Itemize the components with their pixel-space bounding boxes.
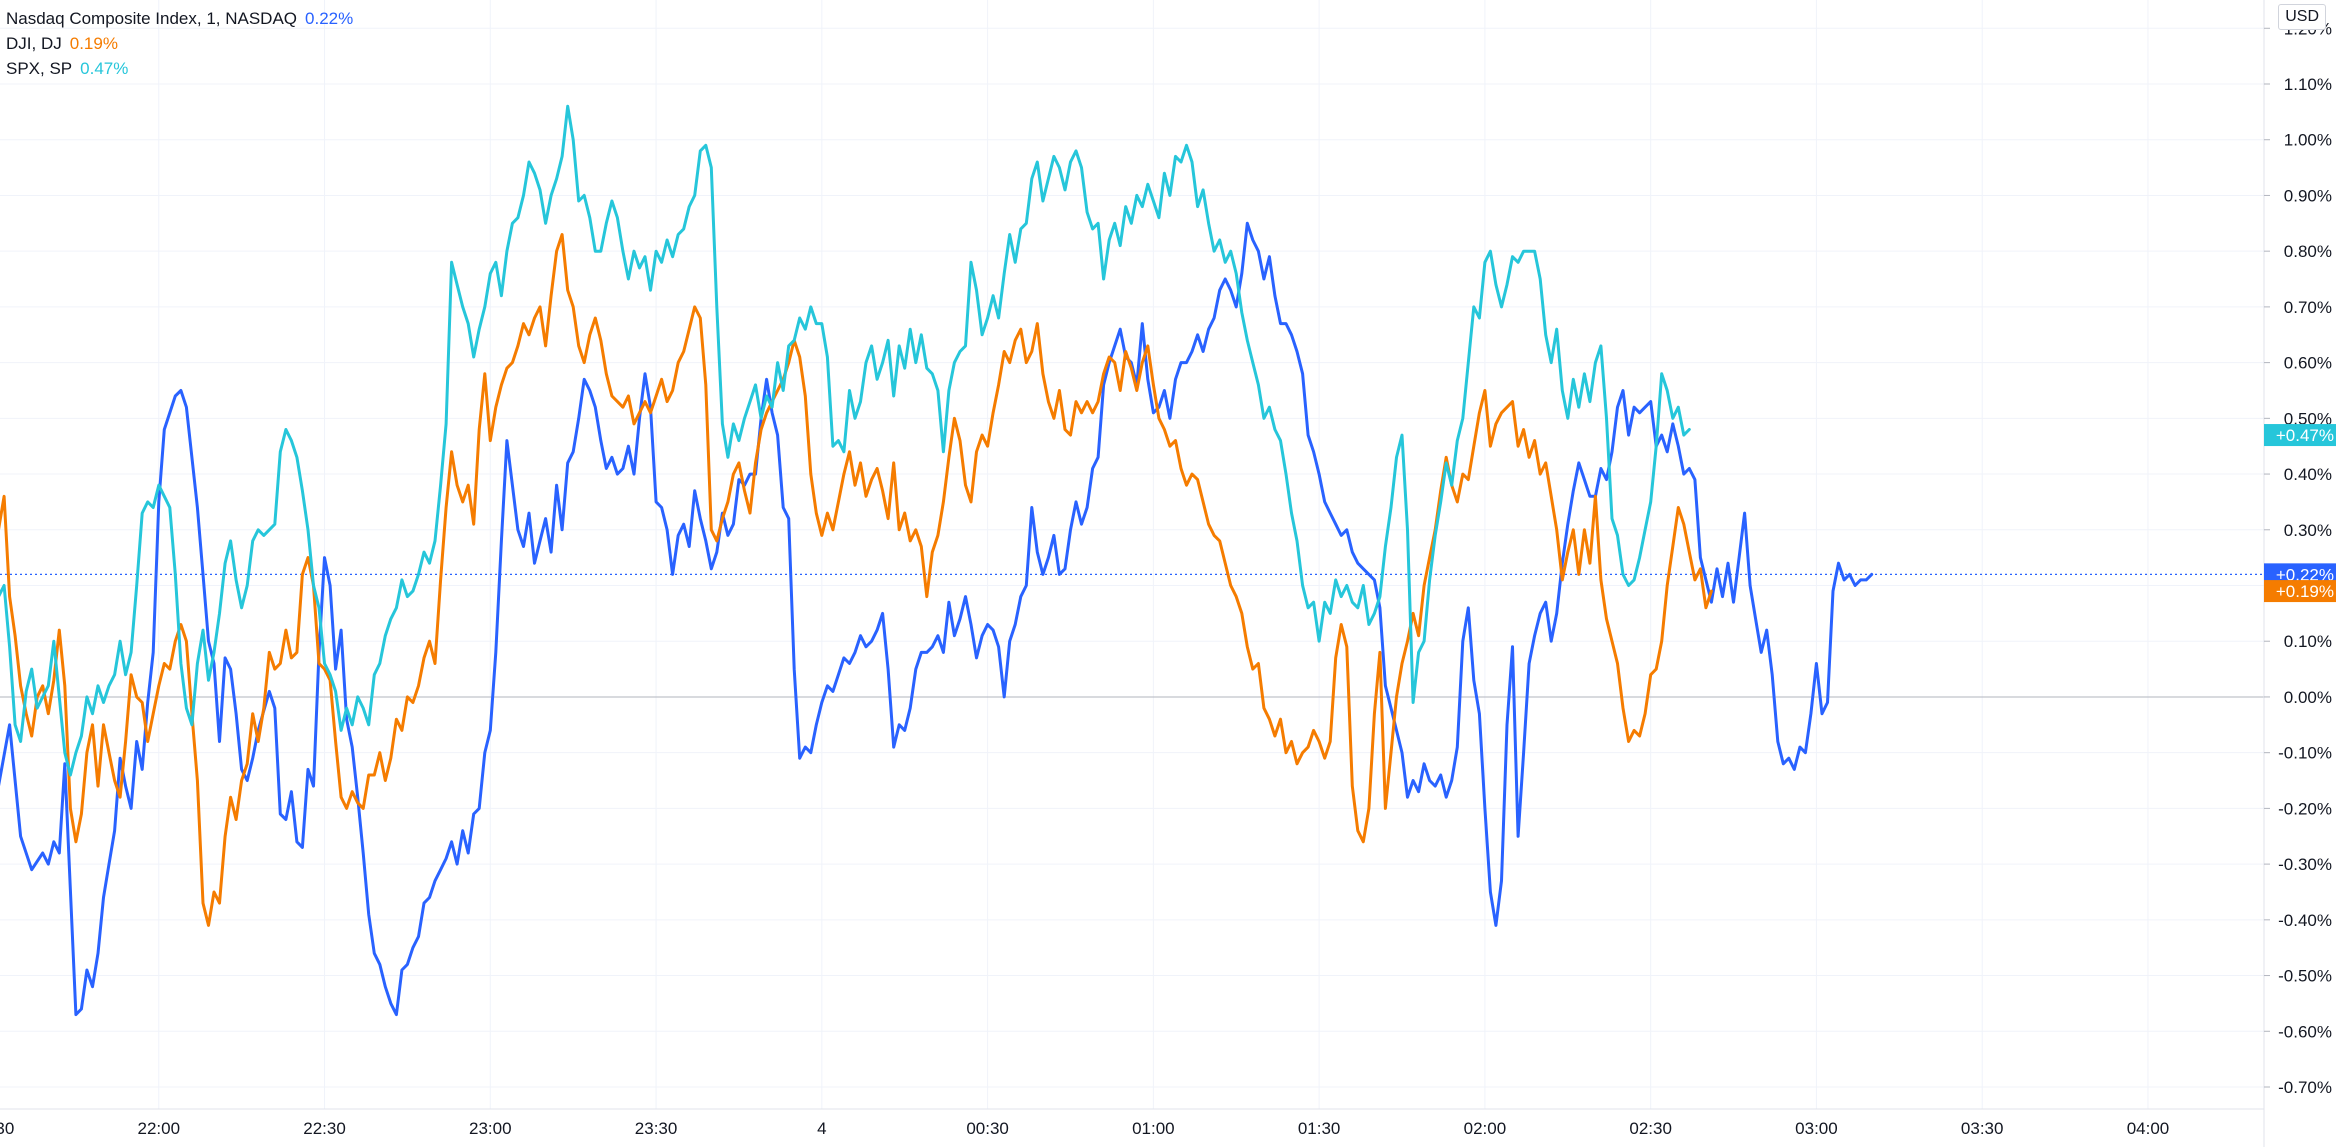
y-tick-label: -0.70% <box>2278 1078 2332 1097</box>
last-value-badge: +0.47% <box>2264 424 2336 447</box>
y-tick-label: -0.10% <box>2278 744 2332 763</box>
x-tick-label: 02:00 <box>1464 1119 1507 1138</box>
y-tick-label: 0.30% <box>2284 521 2332 540</box>
series-line-0[interactable] <box>0 221 1874 1017</box>
y-tick-label: -0.60% <box>2278 1022 2332 1041</box>
x-tick-label: 03:00 <box>1795 1119 1838 1138</box>
last-value-text: +0.22% <box>2276 565 2334 584</box>
y-tick-label: -0.50% <box>2278 967 2332 986</box>
legend-label: Nasdaq Composite Index, 1, NASDAQ <box>6 9 298 28</box>
series-line-1[interactable] <box>0 233 1713 927</box>
legend-item-dji[interactable]: DJI, DJ 0.19% <box>6 31 353 56</box>
last-value-badge-bg <box>2264 580 2336 603</box>
legend-item-nasdaq[interactable]: Nasdaq Composite Index, 1, NASDAQ 0.22% <box>6 6 353 31</box>
y-tick-label: 1.10% <box>2284 75 2332 94</box>
currency-selector[interactable]: USD <box>2278 4 2326 30</box>
y-tick-label: -0.20% <box>2278 799 2332 818</box>
x-tick-label: 01:30 <box>1298 1119 1341 1138</box>
last-value-text: +0.47% <box>2276 426 2334 445</box>
x-tick-label: 23:30 <box>635 1119 678 1138</box>
y-tick-label: 1.00% <box>2284 131 2332 150</box>
y-tick-label: 0.10% <box>2284 632 2332 651</box>
x-tick-label: 22:00 <box>137 1119 180 1138</box>
y-tick-label: 0.60% <box>2284 354 2332 373</box>
x-tick-label: 23:00 <box>469 1119 512 1138</box>
x-tick-label: 02:30 <box>1629 1119 1672 1138</box>
last-value-text: +0.19% <box>2276 582 2334 601</box>
series-lines[interactable] <box>0 104 1874 1017</box>
legend-value: 0.22% <box>305 9 354 28</box>
x-tick-label: 21:30 <box>0 1119 14 1138</box>
x-tick-label: 00:30 <box>966 1119 1009 1138</box>
x-tick-label: 03:30 <box>1961 1119 2004 1138</box>
x-tick-label: 01:00 <box>1132 1119 1175 1138</box>
last-value-labels: +0.47% +0.22%+0.19% <box>2264 424 2336 603</box>
legend-value: 0.47% <box>80 59 129 78</box>
series-legend[interactable]: Nasdaq Composite Index, 1, NASDAQ 0.22% D… <box>6 6 353 81</box>
y-tick-label: 0.50% <box>2284 409 2332 428</box>
legend-label: SPX, SP <box>6 59 73 78</box>
x-tick-label: 22:30 <box>303 1119 346 1138</box>
x-tick-label: 04:00 <box>2127 1119 2170 1138</box>
legend-item-spx[interactable]: SPX, SP 0.47% <box>6 56 353 81</box>
last-value-badge-bg <box>2264 424 2336 447</box>
legend-label: DJI, DJ <box>6 34 62 53</box>
last-value-badge: +0.22% <box>2264 563 2336 586</box>
last-value-badge: +0.19% <box>2264 580 2336 603</box>
reference-lines <box>0 573 2264 698</box>
x-tick-label: 4 <box>817 1119 826 1138</box>
y-tick-label: 0.80% <box>2284 242 2332 261</box>
y-tick-label: 0.00% <box>2284 688 2332 707</box>
y-tick-label: 0.70% <box>2284 298 2332 317</box>
y-tick-label: 0.40% <box>2284 465 2332 484</box>
y-tick-label: -0.30% <box>2278 855 2332 874</box>
y-tick-label: -0.40% <box>2278 911 2332 930</box>
time-axis[interactable]: 21:30 22:00 22:30 23:00 23:30 4 00:30 01:00 01:3… <box>0 1119 2169 1138</box>
series-line-2[interactable] <box>0 104 1691 777</box>
last-value-badge-bg <box>2264 563 2336 586</box>
y-tick-label: 0.90% <box>2284 186 2332 205</box>
legend-value: 0.19% <box>69 34 118 53</box>
